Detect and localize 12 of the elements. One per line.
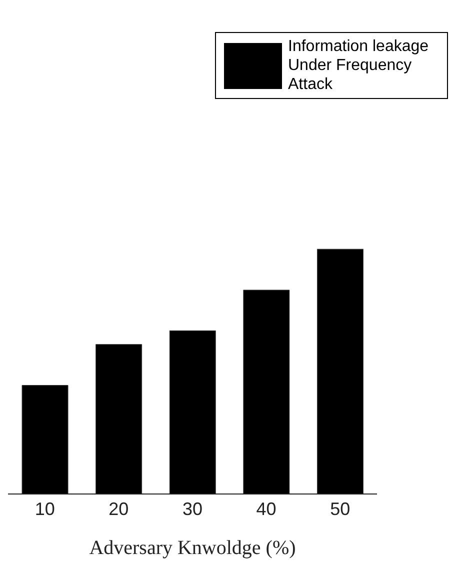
bar <box>22 385 68 494</box>
bar <box>316 248 364 494</box>
x-axis-title: Adversary Knwoldge (%) <box>89 537 296 559</box>
text: Information leakage Under Frequency Attack <box>288 37 430 94</box>
x-tick-label: 10 <box>34 498 55 519</box>
x-tick-label: 20 <box>108 498 129 519</box>
bar <box>169 330 216 494</box>
bar <box>96 344 142 494</box>
bar <box>243 290 290 494</box>
x-tick-label: 50 <box>330 498 350 519</box>
x-tick-label: 40 <box>256 498 276 519</box>
x-tick-label: 30 <box>182 498 203 519</box>
